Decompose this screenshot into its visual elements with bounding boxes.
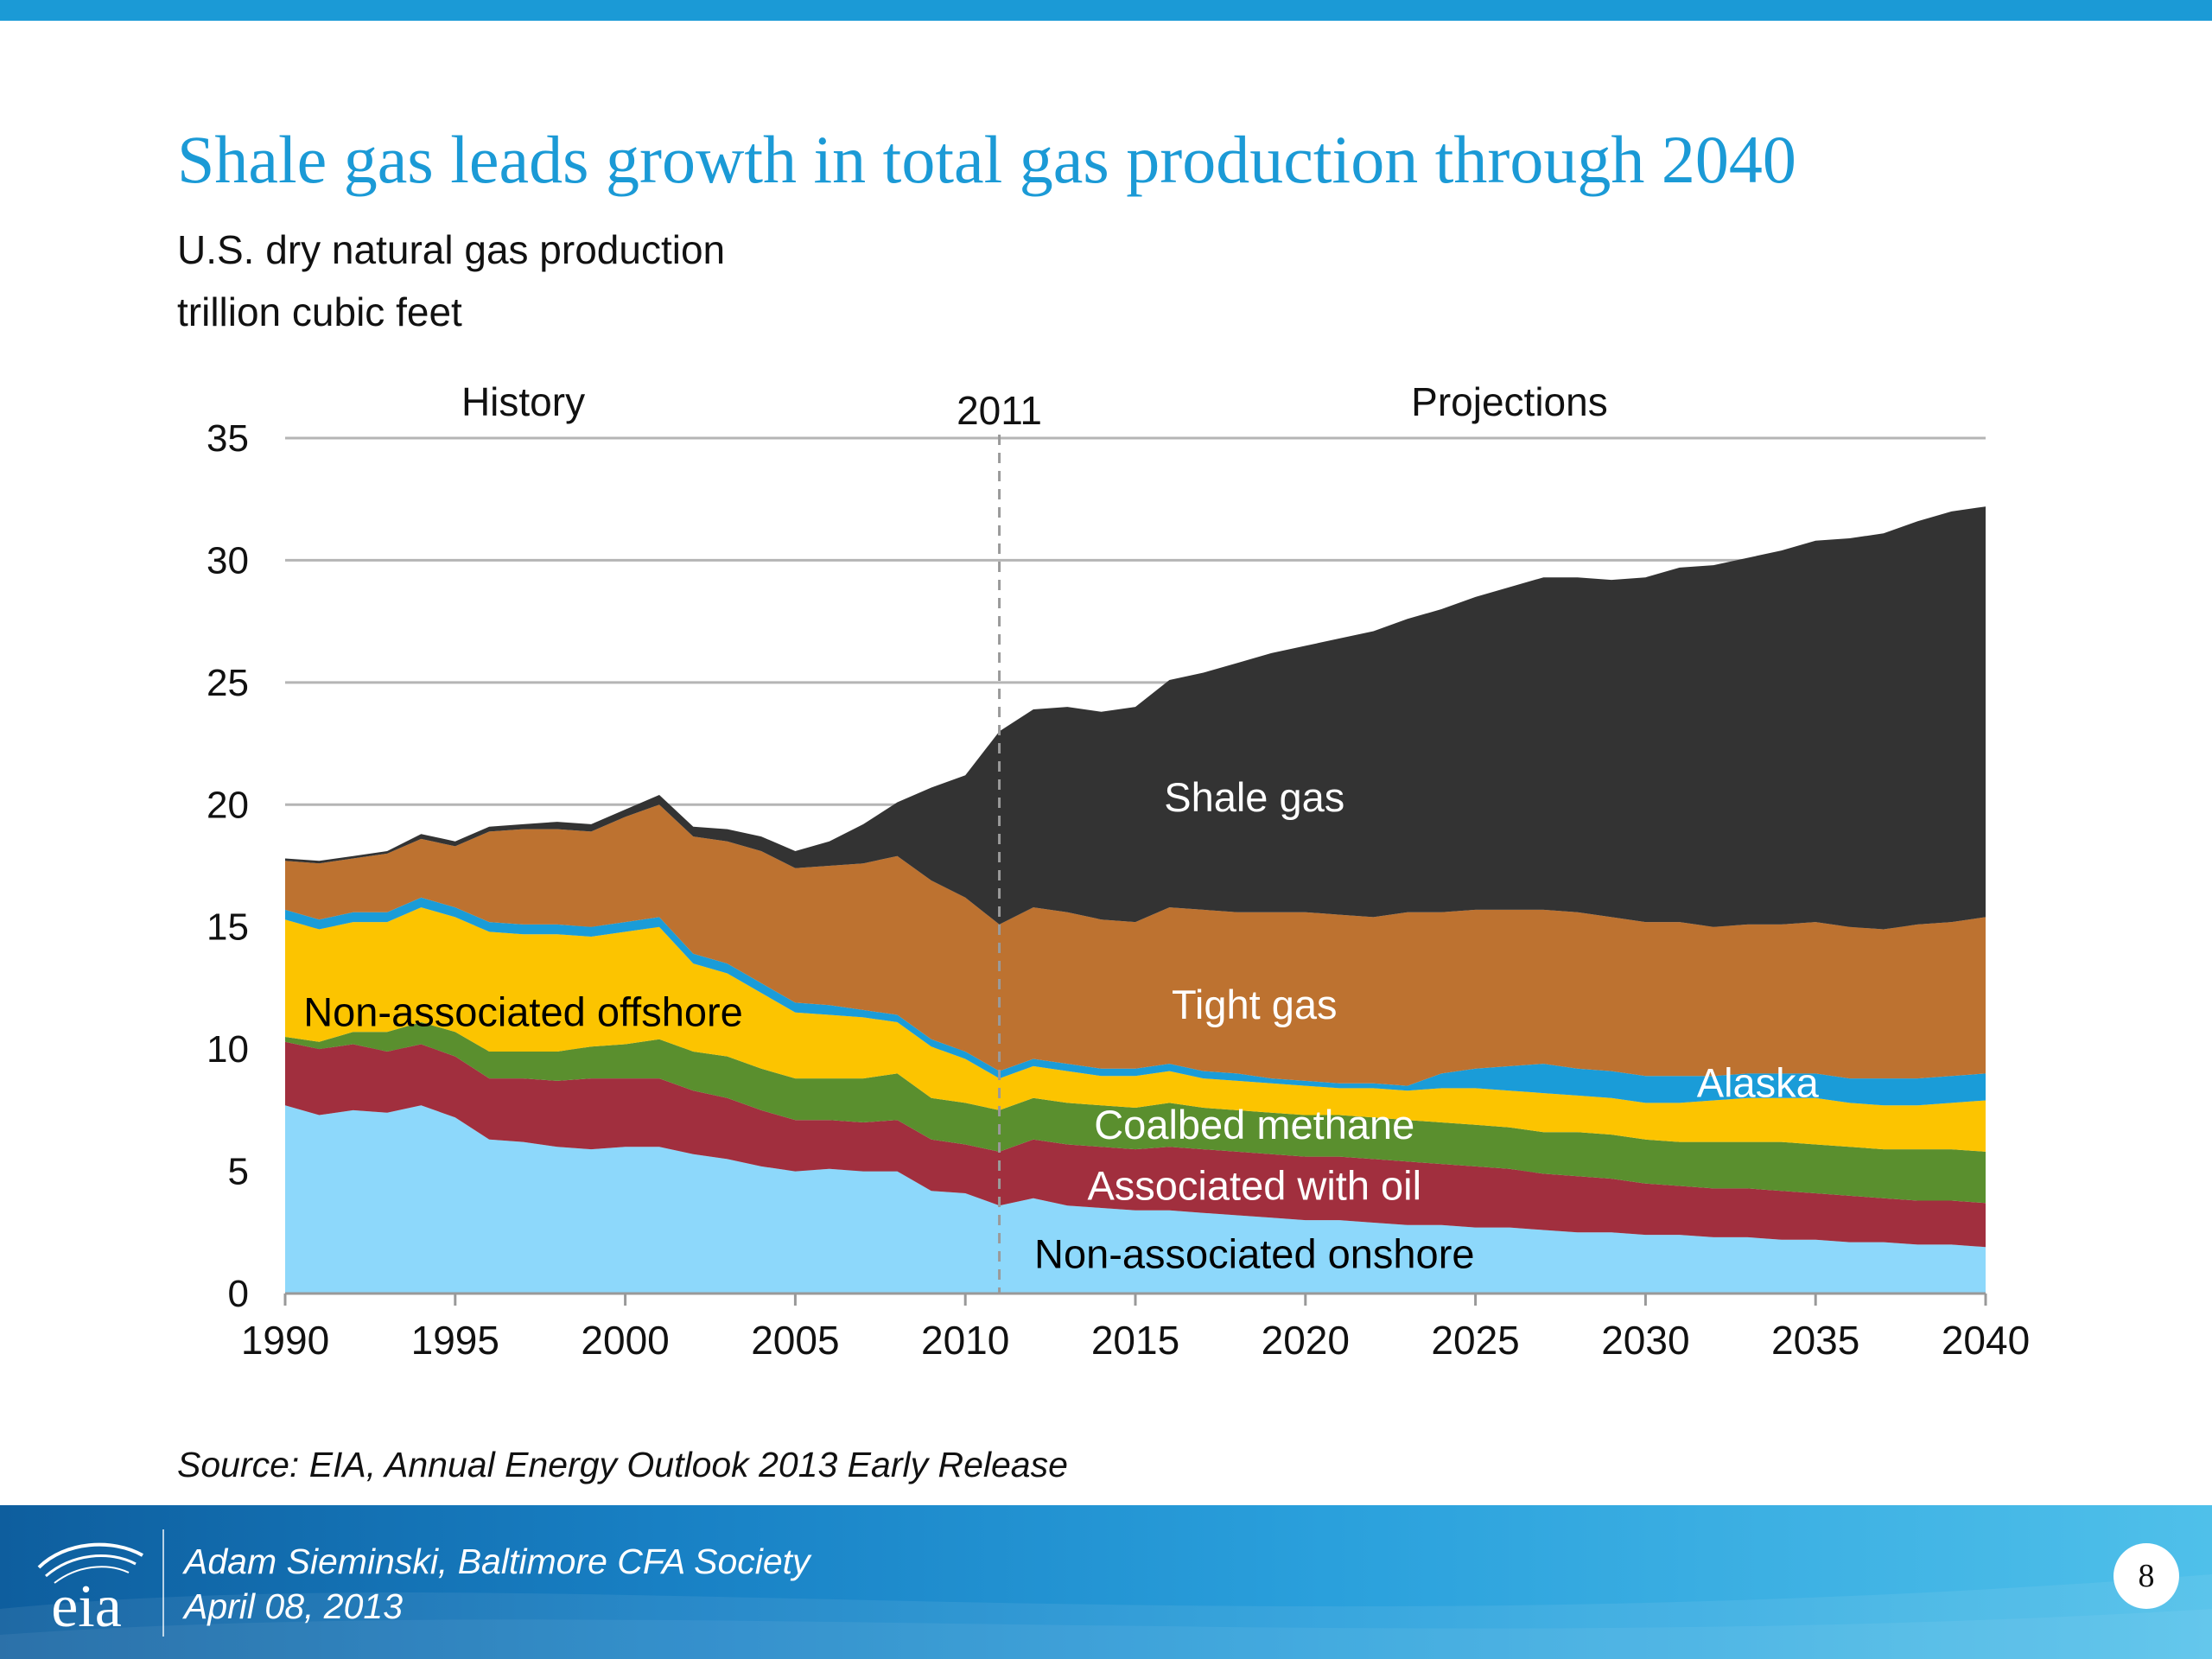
x-tick-label: 2040: [1942, 1318, 2030, 1363]
y-tick-label: 25: [207, 662, 249, 704]
chart-subtitle: U.S. dry natural gas production: [177, 227, 726, 272]
x-tick-label: 2020: [1262, 1318, 1350, 1363]
area-non-associated-offshore: [285, 907, 1986, 1152]
area-shale-gas: [285, 506, 1986, 930]
stacked-areas: [285, 506, 1986, 1294]
y-tick-label: 30: [207, 539, 249, 582]
area-coalbed-methane: [285, 1022, 1986, 1204]
y-tick-label: 15: [207, 906, 249, 949]
top-accent-bar: [0, 0, 2212, 21]
area-alaska: [285, 897, 1986, 1106]
divider-year-label: 2011: [957, 388, 1042, 433]
y-tick-label: 20: [207, 784, 249, 826]
source-note: Source: EIA, Annual Energy Outlook 2013 …: [177, 1445, 1068, 1484]
x-tick-label: 2000: [581, 1318, 669, 1363]
y-tick-label: 5: [228, 1151, 249, 1193]
x-tick-label: 2025: [1431, 1318, 1519, 1363]
series-label: Associated with oil: [1087, 1163, 1421, 1209]
x-tick-label: 1995: [411, 1318, 499, 1363]
series-label: Shale gas: [1164, 774, 1344, 820]
y-tick-label: 10: [207, 1028, 249, 1071]
slide-title: Shale gas leads growth in total gas prod…: [177, 122, 1796, 197]
series-label: Tight gas: [1172, 982, 1338, 1027]
presenter-line: Adam Sieminski, Baltimore CFA Society: [184, 1541, 810, 1581]
page-number-badge: 8: [2113, 1543, 2179, 1609]
series-label: Non-associated offshore: [303, 989, 743, 1035]
eia-logo-text: eia: [51, 1573, 122, 1635]
x-tick-label: 2010: [921, 1318, 1009, 1363]
series-label: Non-associated onshore: [1034, 1231, 1474, 1277]
series-label: Alaska: [1697, 1060, 1820, 1106]
series-label: Coalbed methane: [1094, 1102, 1414, 1147]
footer-band: eia Adam Sieminski, Baltimore CFA Societ…: [0, 1505, 2212, 1659]
footer-wave-decoration: [0, 1574, 2212, 1659]
area-associated-with-oil: [285, 1041, 1986, 1248]
chart-units: trillion cubic feet: [177, 289, 462, 334]
y-tick-label: 35: [207, 417, 249, 460]
x-tick-label: 2015: [1091, 1318, 1179, 1363]
x-tick-label: 2005: [751, 1318, 839, 1363]
y-tick-label: 0: [228, 1273, 249, 1315]
series-labels: Shale gas Tight gas Non-associated offshor…: [303, 774, 1819, 1277]
footer-divider: [162, 1529, 164, 1637]
x-tick-label: 2030: [1601, 1318, 1689, 1363]
period-annotations: History 2011 Projections: [461, 379, 1608, 1294]
area-non-associated-onshore: [285, 1105, 1986, 1294]
x-tick-label: 2035: [1771, 1318, 1859, 1363]
projections-label: Projections: [1411, 379, 1608, 424]
area-tight-gas: [285, 804, 1986, 1086]
date-line: April 08, 2013: [184, 1586, 404, 1626]
history-label: History: [461, 379, 585, 424]
eia-logo: eia: [37, 1542, 143, 1635]
x-tick-label: 1990: [241, 1318, 329, 1363]
